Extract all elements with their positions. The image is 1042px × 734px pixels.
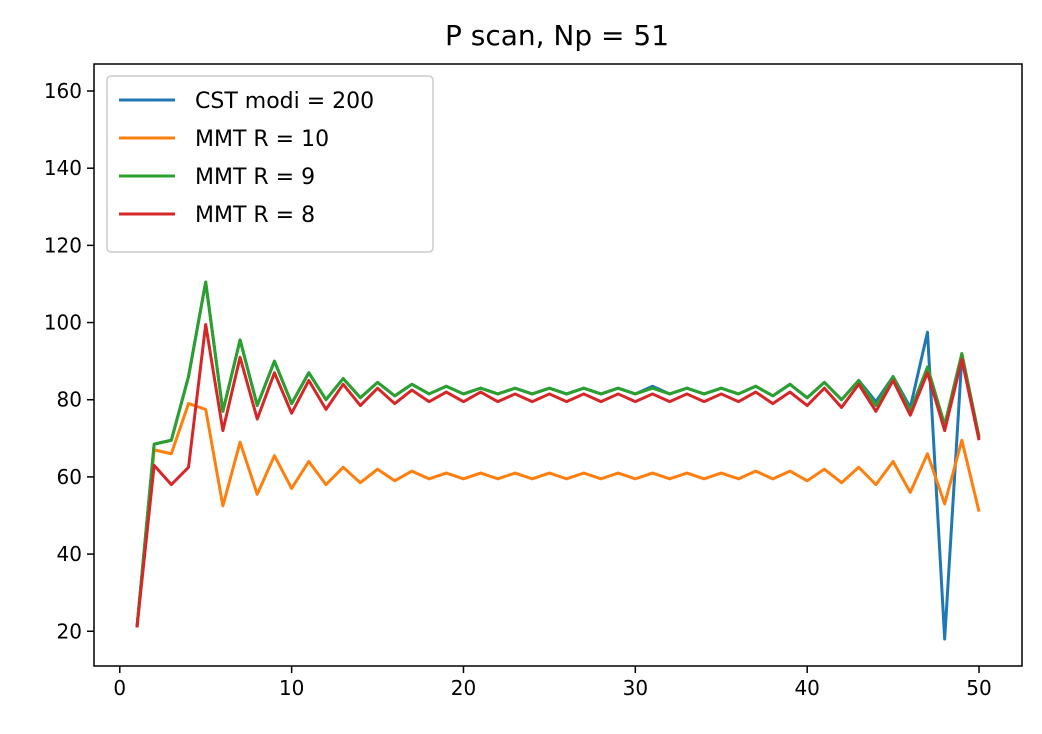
x-tick-label: 50	[966, 676, 991, 700]
y-tick-label: 40	[57, 542, 82, 566]
series-line-2	[135, 280, 981, 628]
y-tick-label: 20	[57, 619, 82, 643]
y-tick-label: 100	[44, 311, 82, 335]
legend-label: MMT R = 9	[195, 165, 315, 190]
y-tick-label: 60	[57, 465, 82, 489]
chart-title: P scan, Np = 51	[445, 19, 669, 52]
y-tick-label: 80	[57, 388, 82, 412]
x-tick-label: 0	[113, 676, 126, 700]
legend-box	[106, 75, 434, 253]
series-line-1	[135, 402, 981, 628]
y-tick-label: 160	[44, 79, 82, 103]
series-lines	[135, 280, 981, 641]
legend: CST modi = 200 MMT R = 10 MMT R = 9 MMT R =…	[106, 75, 434, 253]
x-tick-label: 30	[623, 676, 648, 700]
x-tick-label: 20	[451, 676, 476, 700]
y-tick-label: 140	[44, 156, 82, 180]
x-tick-label: 40	[794, 676, 819, 700]
axis-ticks: 0 10 20 30 40 50 20 40 60 80 100 120 140 160	[44, 79, 992, 700]
y-tick-label: 120	[44, 233, 82, 257]
legend-label: CST modi = 200	[195, 89, 374, 114]
legend-label: MMT R = 8	[195, 203, 315, 228]
series-line-3	[135, 322, 981, 628]
axes-frame	[93, 63, 1023, 667]
x-tick-label: 10	[279, 676, 304, 700]
legend-label: MMT R = 10	[195, 127, 329, 152]
